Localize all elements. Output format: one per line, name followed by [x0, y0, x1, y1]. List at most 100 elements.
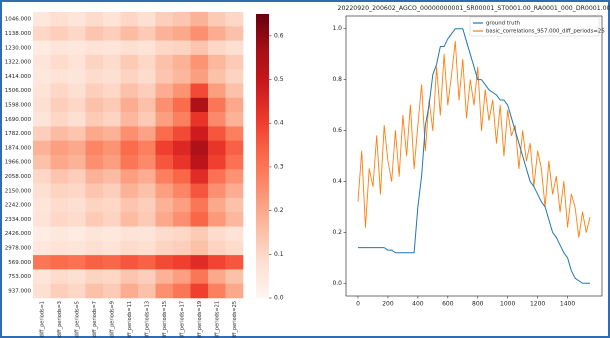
heatmap-cell — [50, 12, 69, 27]
heatmap-cell — [208, 183, 226, 199]
heatmap-cell — [68, 12, 86, 27]
heatmap-cell — [120, 97, 139, 113]
heatmap-cell — [190, 12, 209, 27]
heatmap-cell — [138, 140, 156, 156]
heatmap-cell — [85, 83, 104, 99]
heatmap-cell — [173, 69, 191, 84]
heatmap-cell — [155, 212, 174, 227]
heatmap-cell — [138, 83, 156, 99]
colorbar-tick-label: 0.0 — [274, 295, 284, 302]
heatmap-cell — [138, 97, 156, 113]
heatmap-cell — [190, 255, 209, 270]
heatmap-cell — [85, 140, 104, 156]
heatmap-cell — [33, 69, 51, 84]
heatmap-cell — [33, 269, 51, 284]
heatmap-cell — [138, 283, 156, 299]
heatmap-cell — [50, 269, 69, 284]
heatmap-cell — [33, 183, 51, 199]
heatmap-cell — [155, 169, 174, 184]
heatmap-cell — [173, 97, 191, 113]
heatmap-cell — [85, 169, 104, 184]
heatmap-cell — [155, 69, 174, 84]
colorbar — [256, 14, 269, 298]
x-tick-label: diff_periods=1 — [39, 301, 45, 337]
heatmap-cell — [155, 40, 174, 56]
heatmap-cell — [33, 197, 51, 213]
heatmap-cell — [190, 40, 209, 56]
heatmap-cell — [103, 169, 121, 184]
heatmap-cell — [190, 97, 209, 113]
y-tick-label: 1.0 — [332, 25, 342, 32]
heatmap-cell — [103, 283, 121, 299]
heatmap-cell — [138, 12, 156, 27]
heatmap-cell — [33, 226, 51, 242]
heatmap-cell — [173, 226, 191, 242]
heatmap-cell — [155, 269, 174, 284]
heatmap-cell — [208, 140, 226, 156]
y-tick-label: 937.000 — [8, 288, 31, 294]
x-tick-label: diff_periods=11 — [127, 301, 133, 338]
legend-label: basic_correlations_957.000_diff_periods=… — [486, 29, 605, 35]
colorbar-tick-label: 0.5 — [274, 76, 284, 83]
heatmap-cell — [33, 54, 51, 70]
heatmap-cell — [85, 240, 104, 256]
heatmap-cell — [173, 283, 191, 299]
heatmap-cell — [155, 183, 174, 199]
heatmap-cell — [120, 155, 139, 170]
heatmap-cell — [103, 26, 121, 41]
heatmap-cell — [173, 197, 191, 213]
y-tick-label: 1782.000 — [5, 131, 32, 137]
heatmap-cell — [33, 255, 51, 270]
y-tick-label: 1414.000 — [5, 74, 32, 80]
heatmap-cell — [138, 26, 156, 41]
heatmap-cell — [155, 240, 174, 256]
x-tick-label: diff_periods=15 — [162, 301, 168, 338]
heatmap-cell — [120, 140, 139, 156]
heatmap-cell — [190, 126, 209, 141]
heatmap-cell — [85, 197, 104, 213]
y-tick-label: 2242.000 — [5, 203, 32, 209]
heatmap-cell — [190, 183, 209, 199]
y-tick-label: 1230.000 — [5, 45, 32, 51]
colorbar-tick-label: 0.6 — [274, 32, 284, 39]
heatmap-cell — [50, 140, 69, 156]
x-tick-label: 1200 — [530, 301, 545, 308]
heatmap-cell — [138, 40, 156, 56]
heatmap-cell — [68, 40, 86, 56]
heatmap-cell — [50, 97, 69, 113]
heatmap-cell — [225, 12, 244, 27]
x-tick-label: diff_periods=9 — [109, 301, 115, 337]
heatmap-cell — [138, 269, 156, 284]
heatmap-cell — [208, 155, 226, 170]
heatmap-cell — [190, 226, 209, 242]
heatmap-cell — [85, 69, 104, 84]
heatmap-cell — [103, 112, 121, 127]
heatmap-cell — [120, 69, 139, 84]
x-tick-label: diff_periods=5 — [74, 301, 80, 337]
heatmap-cell — [225, 40, 244, 56]
heatmap-cell — [225, 155, 244, 170]
heatmap-cell — [68, 212, 86, 227]
heatmap-cell — [120, 197, 139, 213]
y-tick-label: 1874.000 — [5, 145, 32, 151]
heatmap-cell — [155, 126, 174, 141]
heatmap-cell — [155, 155, 174, 170]
heatmap-cell — [190, 83, 209, 99]
heatmap-cell — [190, 69, 209, 84]
heatmap-cell — [173, 112, 191, 127]
heatmap-cell — [68, 155, 86, 170]
heatmap-cell — [190, 197, 209, 213]
heatmap-cell — [190, 169, 209, 184]
heatmap-cell — [155, 112, 174, 127]
heatmap-cell — [33, 12, 51, 27]
heatmap-cell — [50, 83, 69, 99]
heatmap-cell — [208, 283, 226, 299]
heatmap-cell — [33, 155, 51, 170]
y-tick-label: 2978.000 — [5, 245, 32, 251]
heatmap-cell — [225, 212, 244, 227]
heatmap-cell — [68, 240, 86, 256]
heatmap-cell — [120, 12, 139, 27]
y-tick-label: 1322.000 — [5, 60, 32, 66]
heatmap-cell — [138, 255, 156, 270]
